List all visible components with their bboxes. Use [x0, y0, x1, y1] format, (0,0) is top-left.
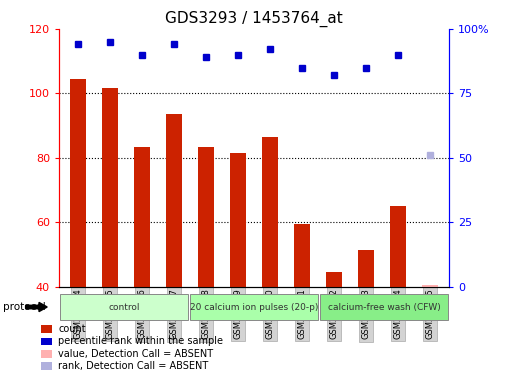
Bar	[294, 224, 310, 287]
Bar	[422, 285, 438, 287]
Text: percentile rank within the sample: percentile rank within the sample	[58, 336, 224, 346]
Bar	[230, 153, 246, 287]
Bar	[326, 272, 342, 287]
Bar	[358, 250, 374, 287]
Bar	[70, 79, 86, 287]
Title: GDS3293 / 1453764_at: GDS3293 / 1453764_at	[165, 11, 343, 27]
FancyBboxPatch shape	[190, 294, 318, 320]
Text: calcium-free wash (CFW): calcium-free wash (CFW)	[327, 303, 440, 311]
Bar	[390, 206, 406, 287]
Text: count: count	[58, 324, 86, 334]
Text: protocol: protocol	[3, 302, 45, 312]
Text: control: control	[108, 303, 140, 311]
FancyBboxPatch shape	[61, 294, 188, 320]
Text: rank, Detection Call = ABSENT: rank, Detection Call = ABSENT	[58, 361, 209, 371]
Bar	[262, 137, 278, 287]
Bar	[198, 147, 214, 287]
Text: value, Detection Call = ABSENT: value, Detection Call = ABSENT	[58, 349, 213, 359]
FancyBboxPatch shape	[320, 294, 447, 320]
Bar	[134, 147, 150, 287]
Bar	[102, 88, 118, 287]
Text: 20 calcium ion pulses (20-p): 20 calcium ion pulses (20-p)	[190, 303, 318, 311]
Bar	[166, 114, 182, 287]
